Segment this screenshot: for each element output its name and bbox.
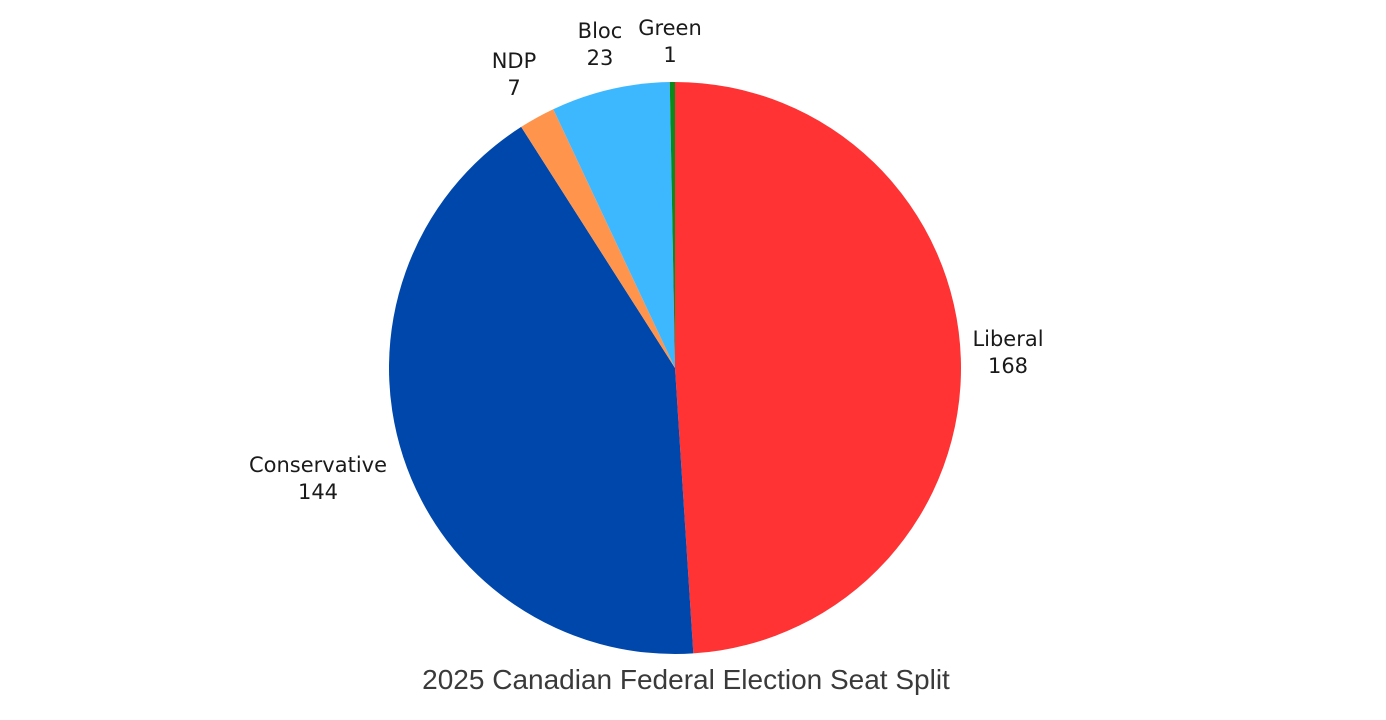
pie-labels: Liberal 168 Conservative 144 NDP 7 Bloc 23 Green…: [249, 16, 1044, 504]
slice-label-liberal: Liberal: [972, 327, 1043, 351]
slice-label-green: Green: [638, 16, 702, 40]
pie-slice-green: [669, 82, 675, 368]
chart-title: 2025 Canadian Federal Election Seat Spli…: [422, 664, 950, 695]
slice-value-ndp: 7: [507, 76, 520, 100]
slice-value-bloc: 23: [587, 46, 614, 70]
slice-label-conservative: Conservative: [249, 453, 387, 477]
slice-label-bloc: Bloc: [578, 19, 623, 43]
pie-slice-bloc: [553, 82, 675, 369]
pie-slice-conservative: [388, 126, 694, 655]
pie-slice-ndp: [521, 109, 675, 369]
pie-slice-liberal: [675, 82, 962, 654]
slice-label-ndp: NDP: [492, 49, 537, 73]
pie-slices: [388, 82, 962, 655]
slice-value-liberal: 168: [988, 354, 1028, 378]
slice-value-green: 1: [663, 43, 676, 67]
slice-value-conservative: 144: [298, 480, 338, 504]
